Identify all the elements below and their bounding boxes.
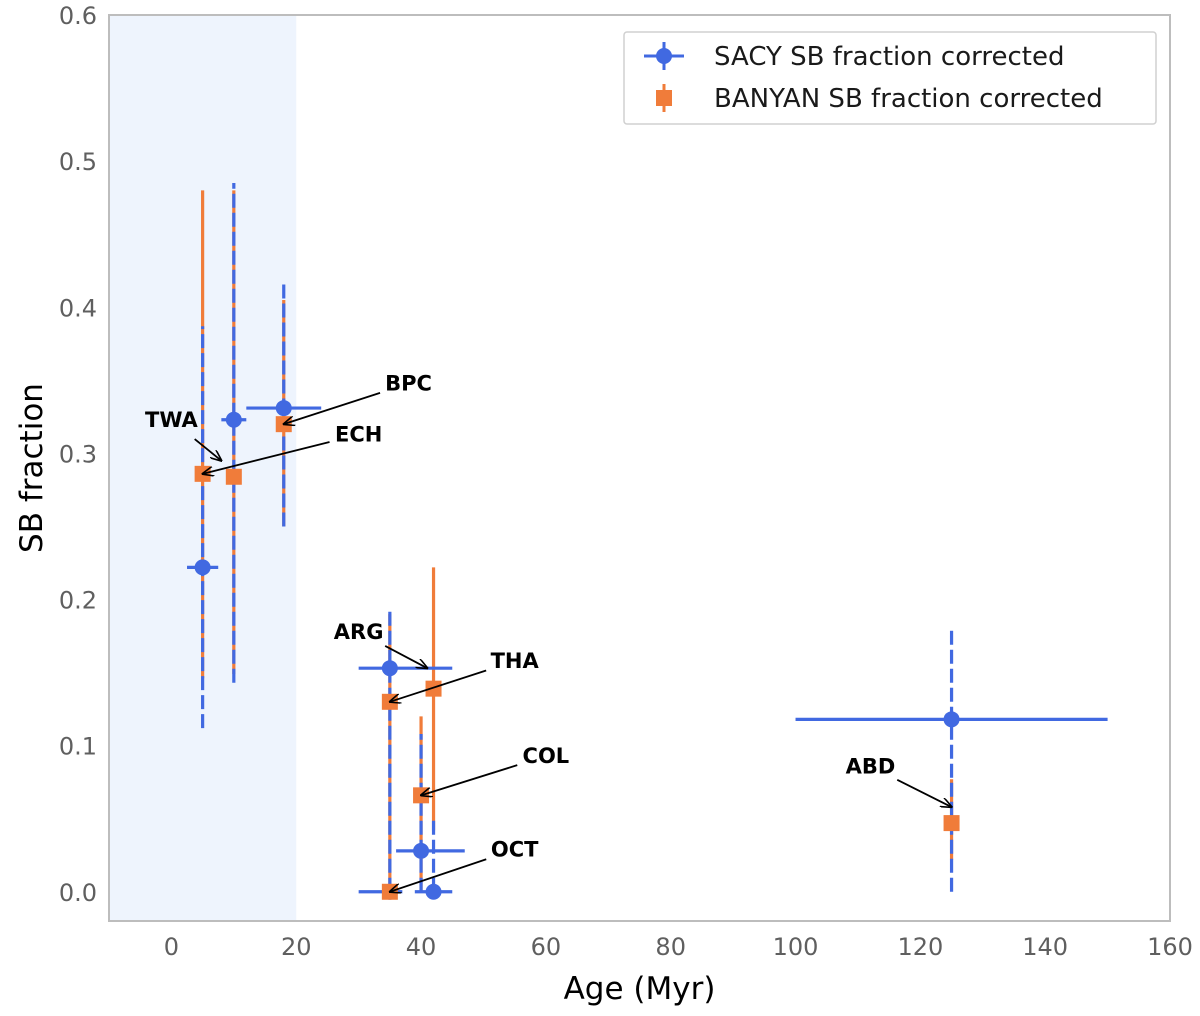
legend-symbol-sacy	[644, 42, 684, 70]
annotation-arrow	[384, 645, 427, 668]
x-tick-label: 160	[1147, 933, 1193, 961]
x-tick-label: 140	[1022, 933, 1068, 961]
annotations-layer: TWA ECH BPC ARG THA COL OCT ABD	[145, 372, 952, 892]
sacy-data-point	[943, 711, 960, 728]
x-tick-label: 60	[531, 933, 562, 961]
x-tick-label: 80	[655, 933, 686, 961]
y-axis-ticks: 0.0 0.1 0.2 0.3 0.4 0.5 0.6	[59, 2, 97, 907]
legend-entry-banyan: BANYAN SB fraction corrected	[714, 84, 1103, 114]
annotation-arrow	[390, 669, 487, 701]
y-tick-label: 0.6	[59, 2, 97, 30]
banyan-data-point	[225, 468, 242, 485]
annotation-label: TWA	[145, 408, 199, 432]
annotation-label: ABD	[846, 754, 896, 778]
y-tick-label: 0.4	[59, 294, 97, 322]
annotation-arrow	[421, 764, 518, 795]
banyan-data-point	[425, 680, 442, 697]
x-tick-label: 120	[897, 933, 943, 961]
annotation-label: COL	[523, 744, 570, 768]
legend: SACY SB fraction corrected BANYAN SB fra…	[623, 31, 1157, 125]
annotation-label: BPC	[385, 372, 432, 396]
annotation-label: ARG	[334, 620, 384, 644]
annotation-arrow	[896, 779, 951, 807]
annotation-arrow	[390, 858, 487, 891]
errorbars-layer	[187, 183, 1108, 894]
y-tick-label: 0.2	[59, 587, 97, 615]
y-tick-label: 0.5	[59, 148, 97, 176]
sacy-data-point	[381, 660, 398, 677]
legend-symbol-banyan	[656, 84, 672, 112]
annotation-arrow	[194, 438, 222, 461]
markers-layer	[194, 400, 960, 900]
sacy-data-point	[194, 559, 211, 576]
x-tick-label: 100	[773, 933, 819, 961]
sacy-data-point	[413, 842, 430, 859]
banyan-data-point	[943, 815, 960, 832]
legend-circle-marker	[656, 48, 672, 64]
x-tick-label: 0	[164, 933, 179, 961]
x-axis-label: Age (Myr)	[564, 971, 716, 1007]
legend-square-marker	[656, 90, 672, 106]
annotation-label: ECH	[335, 423, 382, 447]
legend-entry-sacy: SACY SB fraction corrected	[714, 42, 1064, 72]
annotation-label: THA	[491, 649, 540, 673]
sacy-data-point	[225, 411, 242, 428]
annotation-arrow	[284, 391, 381, 424]
x-axis-ticks: 0 20 40 60 80 100 120 140 160	[164, 933, 1193, 961]
sacy-data-point	[425, 883, 442, 900]
legend-box	[623, 31, 1157, 125]
y-tick-label: 0.1	[59, 733, 97, 761]
y-axis-label: SB fraction	[14, 383, 50, 553]
plot-frame	[108, 14, 1171, 922]
sacy-data-point	[275, 400, 292, 417]
annotation-label: OCT	[491, 838, 539, 862]
x-tick-label: 20	[281, 933, 312, 961]
y-tick-label: 0.3	[59, 440, 97, 468]
y-tick-label: 0.0	[59, 879, 97, 907]
annotation-arrow	[203, 441, 330, 474]
x-tick-label: 40	[406, 933, 437, 961]
